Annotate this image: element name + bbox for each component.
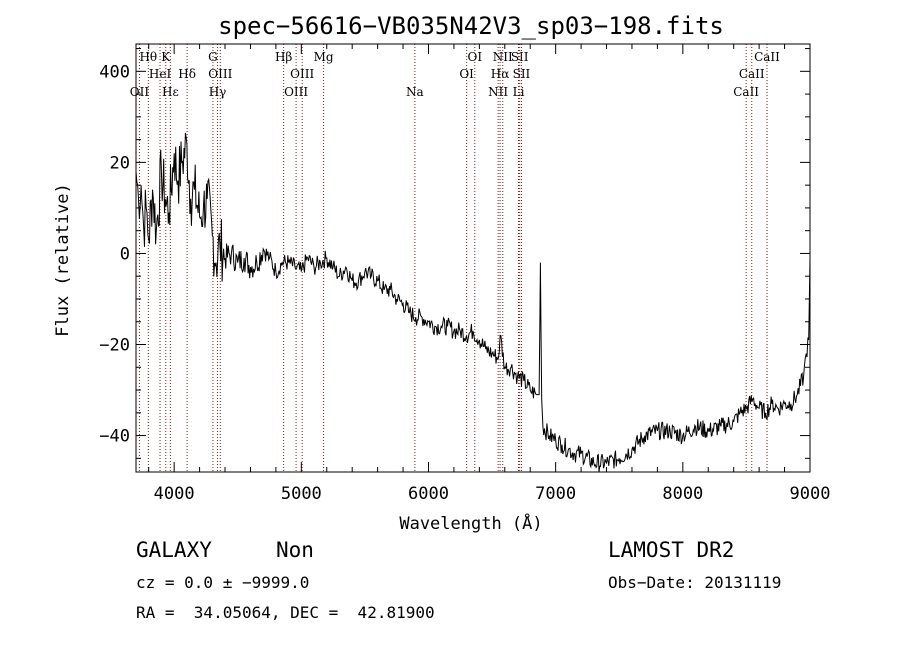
chart-title: spec−56616−VB035N42V3_sp03−198.fits — [218, 12, 724, 40]
y-tick-label: −20 — [99, 336, 130, 356]
emission-line-label: OI — [467, 50, 482, 64]
emission-line-label: Hγ — [209, 85, 227, 99]
x-tick-label: 9000 — [790, 484, 831, 504]
emission-line-label: Hδ — [178, 67, 196, 81]
emission-line-label: Hε — [162, 85, 179, 99]
emission-line-label: NII — [493, 50, 513, 64]
object-class: GALAXY — [136, 538, 212, 562]
y-tick-label: 20 — [110, 153, 130, 173]
x-tick-label: 5000 — [281, 484, 322, 504]
emission-line-label: Li — [513, 85, 525, 99]
x-axis-label: Wavelength (Å) — [399, 512, 542, 534]
y-axis-label: Flux (relative) — [53, 183, 73, 337]
emission-line-label: OII — [130, 85, 150, 99]
emission-line-label: Mg — [314, 50, 334, 64]
y-tick-label: −40 — [99, 427, 130, 447]
emission-line-label: CaII — [739, 67, 765, 81]
plot-frame — [135, 43, 811, 473]
object-subclass: Non — [276, 538, 314, 562]
x-tick-label: 7000 — [535, 484, 576, 504]
emission-line-label: NII — [488, 85, 508, 99]
ra-dec: RA = 34.05064, DEC = 42.81900 — [136, 603, 435, 622]
emission-line-label: K — [161, 50, 171, 64]
emission-line-label: CaII — [754, 50, 780, 64]
emission-line-label: OI — [459, 67, 474, 81]
emission-line-label: SII — [511, 50, 529, 64]
emission-line-label: Hθ — [139, 50, 157, 64]
emission-line-label: CaII — [733, 85, 759, 99]
emission-line-label: Hα — [491, 67, 510, 81]
redshift-cz: cz = 0.0 ± −9999.0 — [136, 573, 310, 592]
spectrum-line — [135, 132, 811, 473]
emission-line-label: Na — [406, 85, 424, 99]
emission-line-label: SII — [513, 67, 531, 81]
obs-date: Obs−Date: 20131119 — [608, 573, 782, 592]
survey-name: LAMOST DR2 — [608, 538, 735, 562]
emission-line-label: OIII — [284, 85, 308, 99]
y-tick-label: 0 — [120, 244, 130, 264]
emission-line-label: OIII — [208, 67, 232, 81]
emission-line-label: G — [208, 50, 218, 64]
emission-line-label: HeI — [149, 67, 172, 81]
x-tick-label: 6000 — [408, 484, 449, 504]
emission-line-label: OIII — [290, 67, 314, 81]
emission-line-label: Hβ — [275, 50, 292, 64]
x-tick-label: 8000 — [662, 484, 703, 504]
x-tick-label: 4000 — [154, 484, 195, 504]
y-tick-label: 400 — [99, 62, 130, 82]
